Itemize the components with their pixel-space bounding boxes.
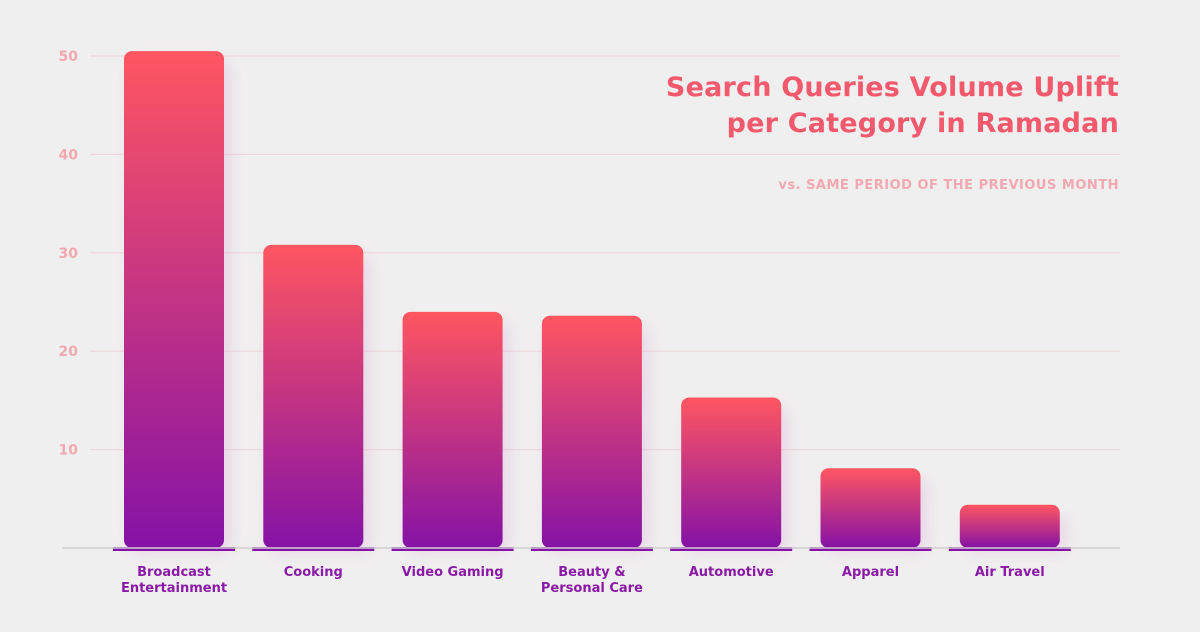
chart-title-line-1: Search Queries Volume Uplift — [665, 72, 1119, 103]
bar — [541, 315, 642, 548]
category-labels: Broadcast Entertainment Cooking Video Gamin… — [121, 565, 1045, 596]
y-tick-label: 30 — [59, 246, 79, 262]
chart-title-block: Search Queries Volume Uplift per Categor… — [559, 70, 1119, 193]
chart-title-line-2: per Category in Ramadan — [726, 108, 1119, 139]
bar-base — [113, 547, 235, 551]
category-label: Cooking — [284, 565, 343, 580]
grid-lines — [90, 55, 1120, 451]
category-label: Automotive — [689, 565, 774, 580]
y-tick-label: 10 — [59, 443, 79, 459]
category-label: Air Travel — [975, 565, 1045, 580]
y-tick-labels: 10 20 30 40 50 — [59, 49, 79, 459]
bar — [820, 468, 921, 548]
chart-subtitle: vs. SAME PERIOD OF THE PREVIOUS MONTH — [778, 178, 1119, 193]
category-label: Video Gaming — [402, 565, 504, 580]
category-label: Broadcast Entertainment — [121, 565, 227, 596]
bar-base — [252, 547, 375, 551]
category-label: Beauty & Personal Care — [541, 565, 643, 596]
bar — [402, 311, 503, 548]
bar-base — [948, 547, 1071, 551]
bar-base — [809, 547, 932, 551]
bar-base — [530, 547, 653, 551]
y-tick-label: 40 — [59, 147, 79, 163]
category-label: Apparel — [842, 565, 899, 580]
bar — [681, 397, 782, 548]
bar — [959, 504, 1060, 548]
bar — [124, 51, 224, 549]
y-tick-label: 50 — [59, 49, 79, 65]
y-tick-label: 20 — [59, 344, 79, 360]
bar-base — [391, 547, 514, 551]
bar-base — [670, 547, 793, 551]
bars — [113, 51, 1071, 551]
bar — [263, 244, 364, 549]
